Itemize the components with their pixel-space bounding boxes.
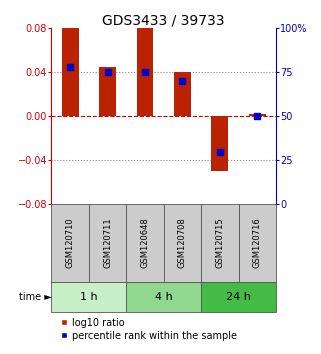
Text: GSM120710: GSM120710 — [65, 218, 74, 268]
Bar — [174, 72, 191, 116]
Point — [217, 149, 222, 154]
Point — [180, 78, 185, 84]
Title: GDS3433 / 39733: GDS3433 / 39733 — [102, 13, 225, 27]
Point — [143, 69, 148, 75]
FancyBboxPatch shape — [51, 204, 89, 282]
Text: 1 h: 1 h — [80, 292, 98, 302]
Bar — [62, 28, 79, 116]
FancyBboxPatch shape — [89, 204, 126, 282]
FancyBboxPatch shape — [201, 204, 239, 282]
Point — [67, 64, 73, 70]
FancyBboxPatch shape — [126, 282, 201, 312]
FancyBboxPatch shape — [239, 204, 276, 282]
Text: GSM120715: GSM120715 — [215, 218, 224, 268]
Text: GSM120716: GSM120716 — [253, 218, 262, 268]
Text: 4 h: 4 h — [155, 292, 173, 302]
FancyBboxPatch shape — [126, 204, 164, 282]
FancyBboxPatch shape — [164, 204, 201, 282]
Text: time ►: time ► — [19, 292, 51, 302]
Point — [255, 114, 260, 119]
Text: GSM120708: GSM120708 — [178, 218, 187, 268]
FancyBboxPatch shape — [51, 282, 126, 312]
Text: GSM120711: GSM120711 — [103, 218, 112, 268]
Text: 24 h: 24 h — [226, 292, 251, 302]
Bar — [249, 114, 266, 116]
Point — [105, 69, 110, 75]
Bar — [212, 116, 228, 171]
Bar — [99, 67, 116, 116]
Legend: log10 ratio, percentile rank within the sample: log10 ratio, percentile rank within the … — [56, 314, 241, 345]
Text: GSM120648: GSM120648 — [141, 218, 150, 268]
FancyBboxPatch shape — [201, 282, 276, 312]
Bar — [136, 28, 153, 116]
